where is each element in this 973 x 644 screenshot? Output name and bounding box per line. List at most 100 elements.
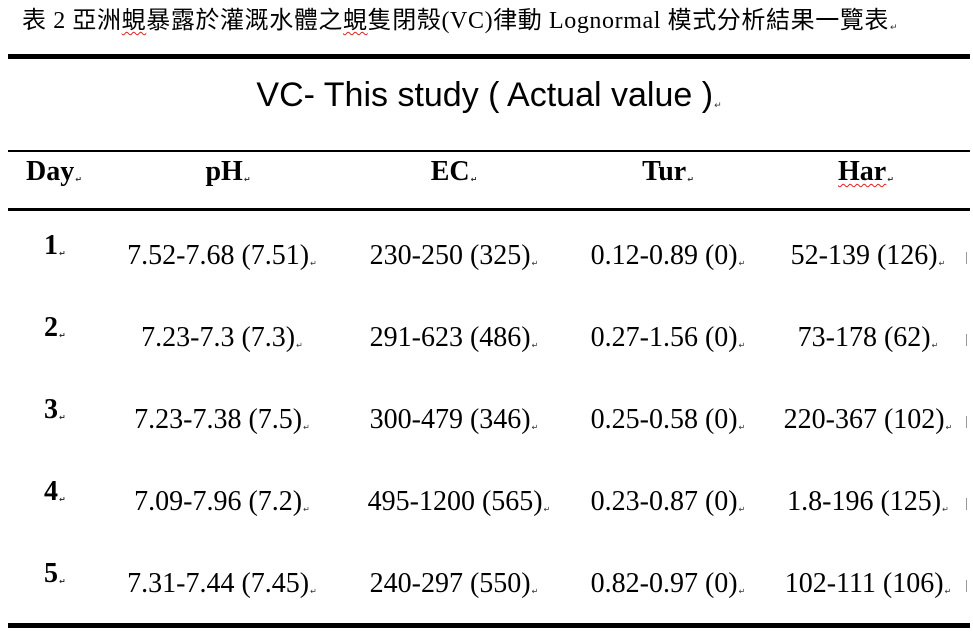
cell-har: 1.8-196 (125)↵ [768, 482, 968, 522]
cell-mark-icon: ↵ [75, 175, 82, 184]
header-ph-label: pH [205, 156, 243, 187]
cell-mark-icon: ↵ [738, 341, 746, 350]
header-top-rule [8, 150, 970, 152]
cell-mark-icon: ↵ [470, 175, 478, 184]
paragraph-mark-icon: ↵ [890, 23, 899, 33]
paragraph-mark-icon: ↵ [714, 101, 722, 111]
cell-mark-icon: ↵ [543, 505, 551, 514]
cell-edge-marker [966, 580, 970, 592]
header-har: Har↵ [766, 152, 966, 192]
table-header-row: Day↵ pH↵ EC↵ Tur↵ Har↵ [8, 152, 970, 208]
cell-ec: 240-297 (550)↵ [354, 564, 554, 604]
cell-mark-icon: ↵ [303, 423, 310, 432]
table-row: 3↵ 7.23-7.38 (7.5)↵ 300-479 (346)↵ 0.25-… [8, 390, 970, 472]
cell-tur: 0.25-0.58 (0)↵ [568, 400, 768, 440]
caption-word-clam-2: 蜆 [343, 8, 368, 34]
cell-tur: 0.23-0.87 (0)↵ [568, 482, 768, 522]
cell-har: 102-111 (106)↵ [768, 564, 968, 604]
cell-ph: 7.23-7.38 (7.5)↵ [112, 400, 332, 440]
cell-mark-icon: ↵ [59, 331, 66, 340]
cell-mark-icon: ↵ [310, 259, 317, 268]
cell-day-value: 1 [44, 230, 58, 261]
cell-mark-icon: ↵ [531, 259, 539, 268]
cell-ph: 7.09-7.96 (7.2)↵ [112, 482, 332, 522]
table-row: 1↵ 7.52-7.68 (7.51)↵ 230-250 (325)↵ 0.12… [8, 226, 970, 308]
table-bottom-rule [8, 623, 970, 628]
cell-ph: 7.23-7.3 (7.3)↵ [112, 318, 332, 358]
table-top-rule [8, 54, 970, 59]
header-ph: pH↵ [128, 152, 328, 192]
cell-mark-icon: ↵ [531, 587, 539, 596]
table-row: 4↵ 7.09-7.96 (7.2)↵ 495-1200 (565)↵ 0.23… [8, 472, 970, 554]
cell-ph-value: 7.23-7.3 (7.3) [141, 322, 296, 353]
cell-edge-marker [966, 334, 970, 346]
cell-mark-icon: ↵ [938, 259, 946, 268]
cell-mark-icon: ↵ [887, 175, 894, 184]
cell-day-value: 3 [44, 394, 58, 425]
cell-mark-icon: ↵ [738, 587, 746, 596]
cell-mark-icon: ↵ [738, 423, 746, 432]
cell-tur: 0.82-0.97 (0)↵ [568, 564, 768, 604]
table-row: 2↵ 7.23-7.3 (7.3)↵ 291-623 (486)↵ 0.27-1… [8, 308, 970, 390]
caption-prefix: 表 2 [22, 8, 73, 34]
caption-word-rest: 隻閉殼(VC)律動 Lognormal 模式分析結果一覽表 [367, 8, 890, 34]
cell-mark-icon: ↵ [531, 423, 539, 432]
cell-mark-icon: ↵ [59, 495, 66, 504]
table-title: VC- This study ( Actual value )↵ [8, 72, 970, 118]
cell-mark-icon: ↵ [59, 577, 66, 586]
cell-ph: 7.31-7.44 (7.45)↵ [112, 564, 332, 604]
caption-word-exposure: 暴露於灌溉水體之 [146, 8, 344, 34]
cell-mark-icon: ↵ [738, 259, 746, 268]
table-row: 5↵ 7.31-7.44 (7.45)↵ 240-297 (550)↵ 0.82… [8, 554, 970, 636]
cell-day-value: 5 [44, 558, 58, 589]
cell-ec-value: 300-479 (346) [369, 404, 531, 435]
cell-mark-icon: ↵ [243, 175, 251, 184]
cell-ph-value: 7.52-7.68 (7.51) [127, 240, 310, 271]
cell-edge-marker [966, 416, 970, 428]
cell-ec: 230-250 (325)↵ [354, 236, 554, 276]
header-tur-label: Tur [642, 156, 687, 187]
cell-day-value: 2 [44, 312, 58, 343]
cell-edge-marker [966, 252, 970, 264]
header-har-label: Har [838, 156, 887, 187]
cell-tur-value: 0.27-1.56 (0) [590, 322, 738, 353]
cell-har-value: 1.8-196 (125) [787, 486, 942, 517]
cell-har-value: 52-139 (126) [790, 240, 938, 271]
header-tur: Tur↵ [568, 152, 768, 192]
cell-day: 3↵ [44, 390, 84, 430]
caption-word-clam: 蜆 [121, 8, 147, 34]
cell-mark-icon: ↵ [296, 341, 303, 350]
cell-mark-icon: ↵ [687, 175, 694, 184]
cell-day: 1↵ [44, 226, 84, 266]
cell-ec-value: 240-297 (550) [369, 568, 531, 599]
cell-mark-icon: ↵ [310, 587, 317, 596]
cell-tur: 0.27-1.56 (0)↵ [568, 318, 768, 358]
cell-ec: 495-1200 (565)↵ [354, 482, 564, 522]
cell-ec-value: 291-623 (486) [369, 322, 531, 353]
header-ec-label: EC [430, 156, 470, 187]
cell-ph-value: 7.23-7.38 (7.5) [134, 404, 303, 435]
cell-har: 220-367 (102)↵ [768, 400, 968, 440]
cell-mark-icon: ↵ [942, 505, 949, 514]
cell-har: 73-178 (62)↵ [768, 318, 968, 358]
caption-word-asia: 亞洲 [72, 8, 122, 34]
cell-tur-value: 0.25-0.58 (0) [590, 404, 738, 435]
cell-tur-value: 0.82-0.97 (0) [590, 568, 738, 599]
cell-mark-icon: ↵ [303, 505, 310, 514]
cell-mark-icon: ↵ [738, 505, 746, 514]
cell-mark-icon: ↵ [59, 249, 66, 258]
cell-har: 52-139 (126)↵ [768, 236, 968, 276]
header-day-label: Day [26, 156, 75, 187]
cell-mark-icon: ↵ [944, 587, 952, 596]
cell-tur: 0.12-0.89 (0)↵ [568, 236, 768, 276]
cell-ec-value: 230-250 (325) [369, 240, 531, 271]
cell-tur-value: 0.23-0.87 (0) [590, 486, 738, 517]
cell-day: 2↵ [44, 308, 84, 348]
cell-tur-value: 0.12-0.89 (0) [590, 240, 738, 271]
cell-ec: 300-479 (346)↵ [354, 400, 554, 440]
cell-day: 5↵ [44, 554, 84, 594]
cell-mark-icon: ↵ [931, 341, 939, 350]
cell-har-value: 73-178 (62) [797, 322, 931, 353]
cell-har-value: 220-367 (102) [783, 404, 945, 435]
header-day: Day↵ [26, 152, 86, 192]
